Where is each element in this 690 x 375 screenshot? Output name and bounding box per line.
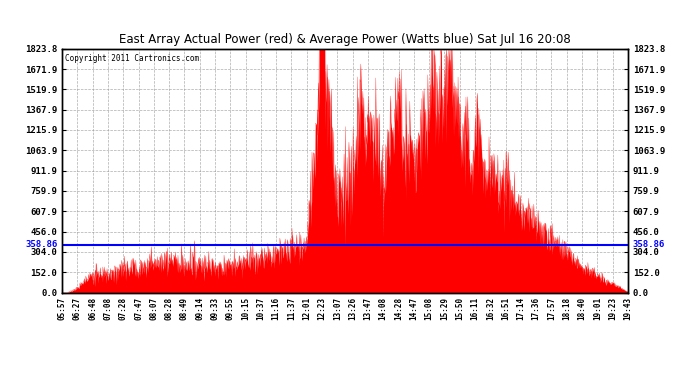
Text: 358.86: 358.86 (26, 240, 58, 249)
Text: 358.86: 358.86 (632, 240, 664, 249)
Title: East Array Actual Power (red) & Average Power (Watts blue) Sat Jul 16 20:08: East Array Actual Power (red) & Average … (119, 33, 571, 46)
Text: Copyright 2011 Cartronics.com: Copyright 2011 Cartronics.com (65, 54, 199, 63)
